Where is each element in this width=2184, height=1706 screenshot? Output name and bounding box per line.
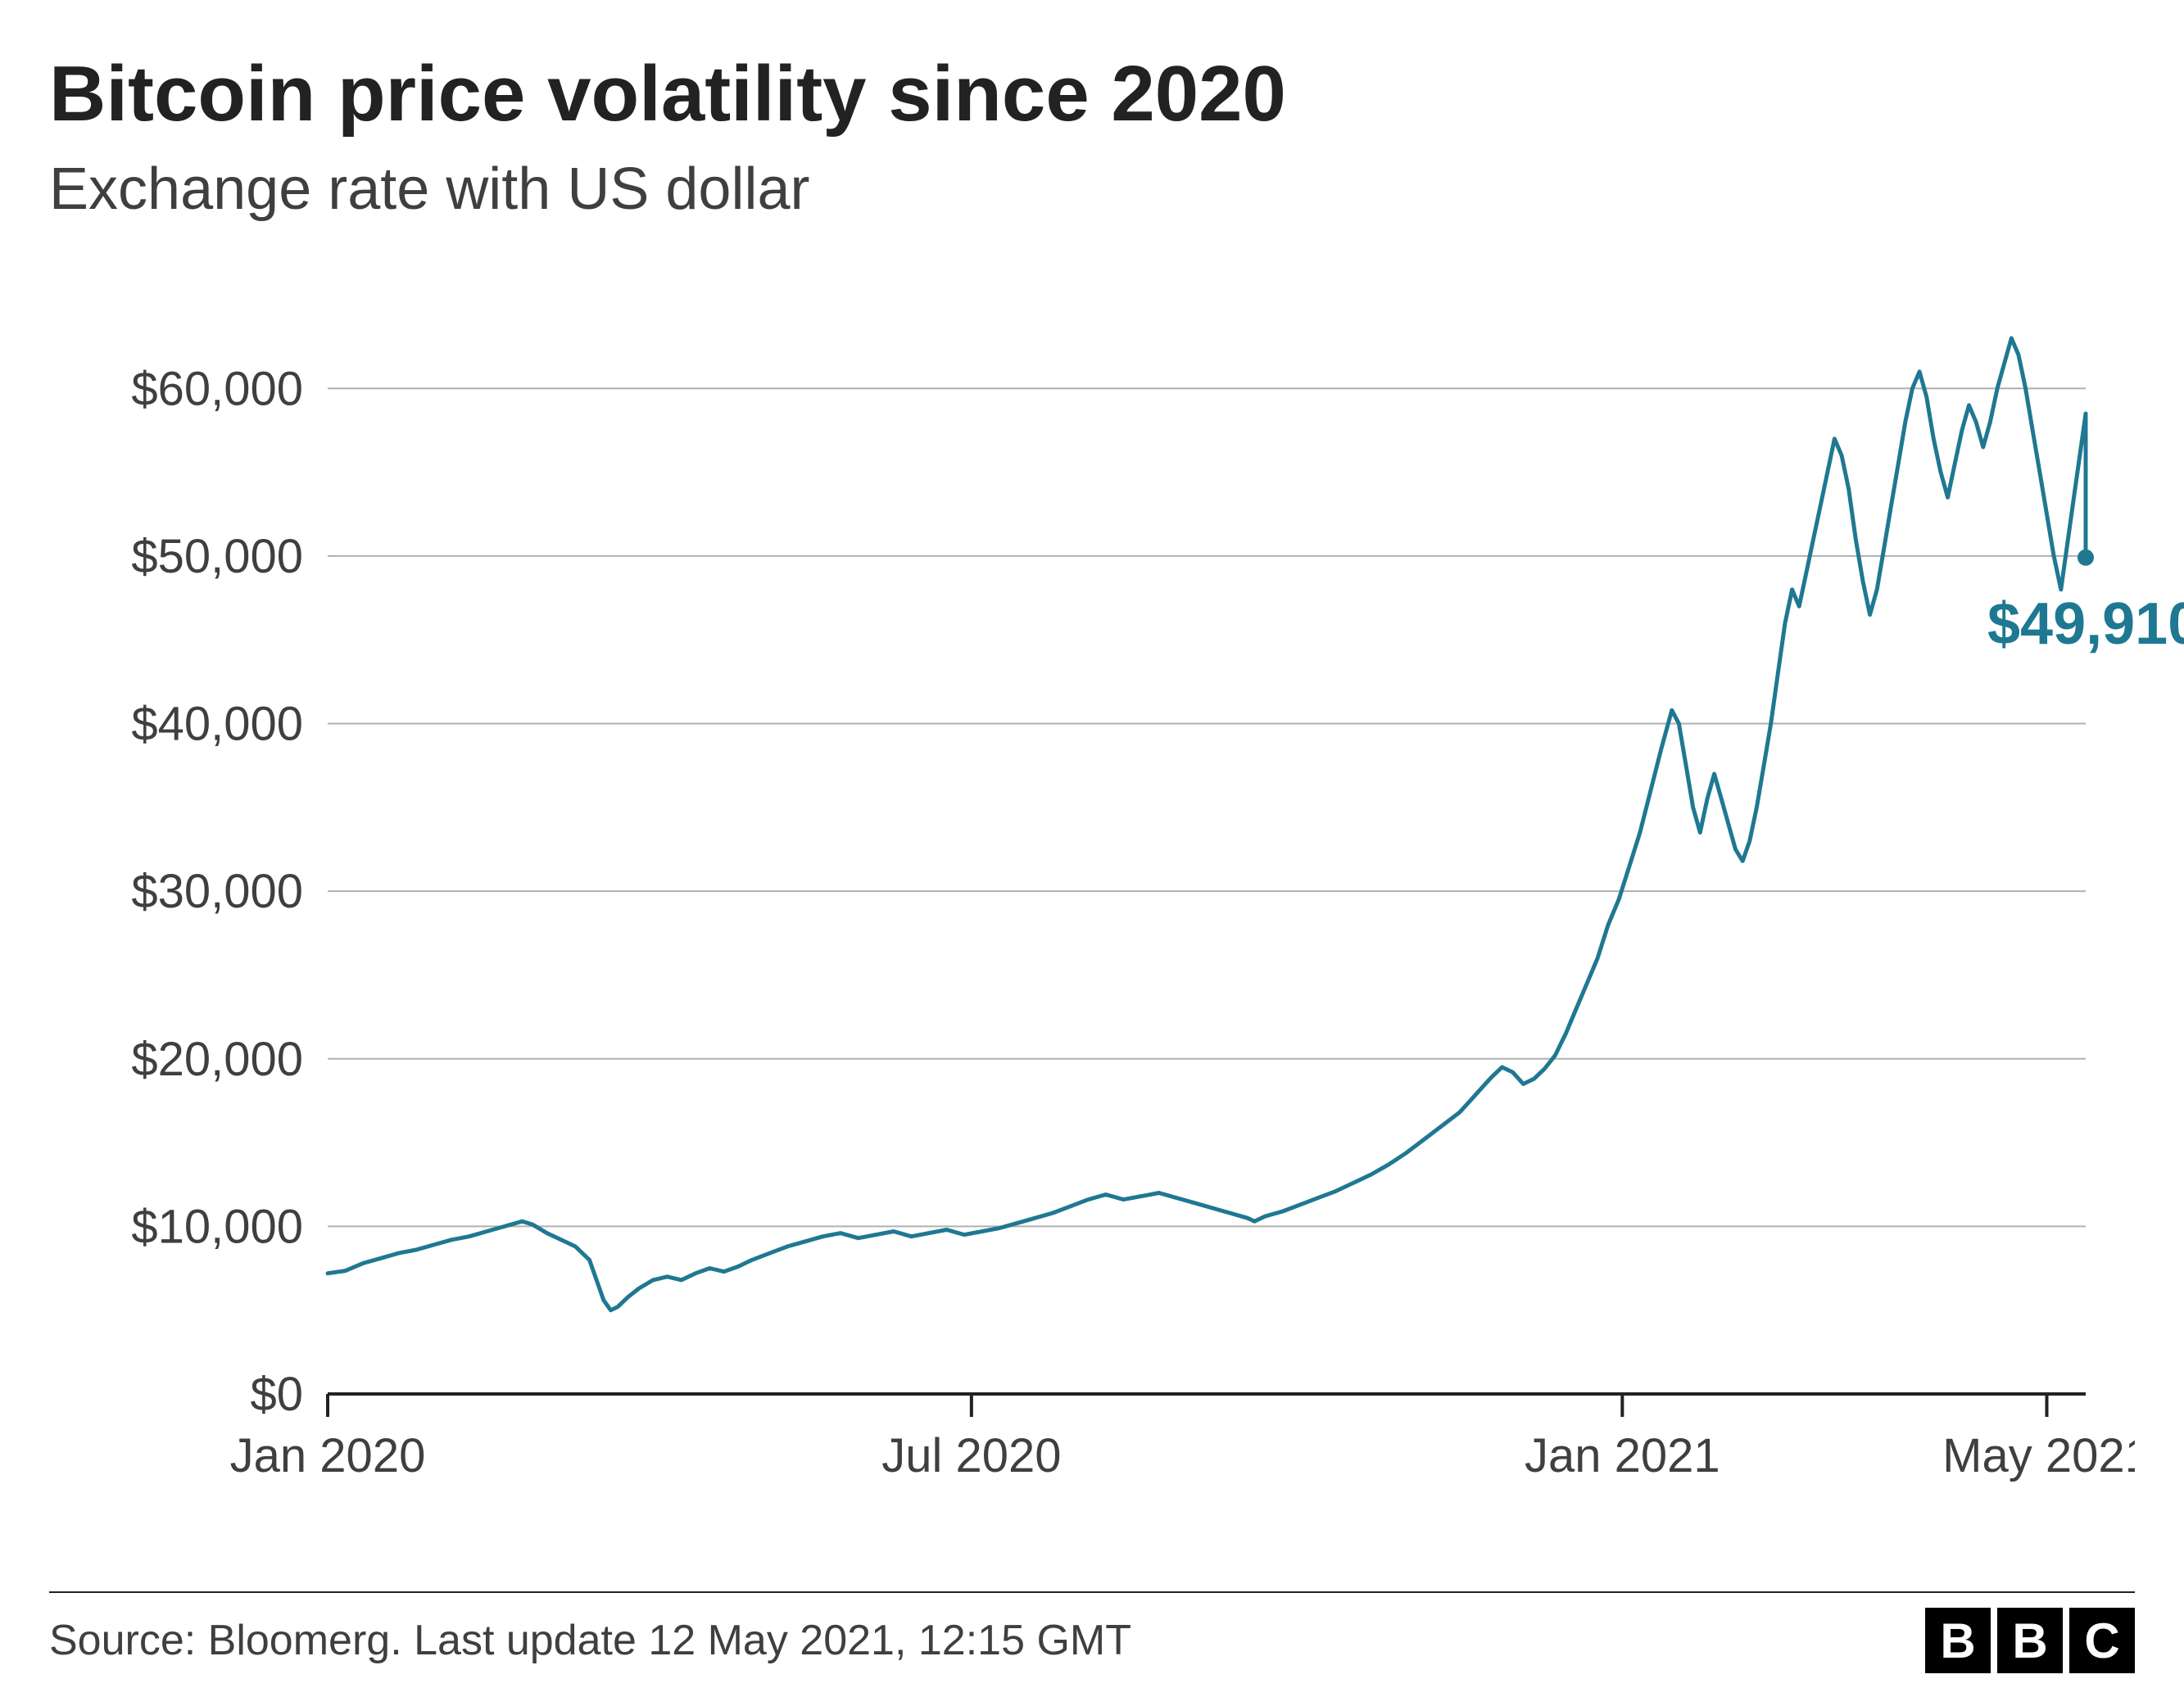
x-tick-label: Jan 2020 xyxy=(230,1429,426,1482)
source-text: Source: Bloomerg. Last update 12 May 202… xyxy=(49,1616,1131,1665)
line-chart-svg: $0 $10,000 $20,000 $30,000 $40,000 $50,000 $60… xyxy=(49,272,2135,1517)
end-marker-icon xyxy=(2078,550,2094,566)
x-tick-label: Jan 2021 xyxy=(1525,1429,1720,1482)
x-tick-label: May 2021 xyxy=(1942,1429,2135,1482)
y-tick-label: $30,000 xyxy=(131,865,303,918)
y-tick-label: $10,000 xyxy=(131,1200,303,1253)
price-callout: $49,910 xyxy=(1987,591,2184,658)
chart-subtitle: Exchange rate with US dollar xyxy=(49,156,2135,223)
chart-footer: Source: Bloomerg. Last update 12 May 202… xyxy=(49,1591,2135,1673)
y-tick-label: $0 xyxy=(250,1368,303,1421)
y-tick-label: $20,000 xyxy=(131,1033,303,1086)
y-tick-label: $60,000 xyxy=(131,362,303,415)
chart-container: Bitcoin price volatility since 2020 Exch… xyxy=(0,0,2184,1706)
bbc-logo-letter: C xyxy=(2069,1608,2135,1673)
price-line xyxy=(328,338,2086,1310)
bbc-logo-letter: B xyxy=(1997,1608,2063,1673)
plot-area: $0 $10,000 $20,000 $30,000 $40,000 $50,000 $60… xyxy=(49,272,2135,1521)
bbc-logo-letter: B xyxy=(1925,1608,1991,1673)
y-tick-label: $50,000 xyxy=(131,530,303,583)
bbc-logo: BBC xyxy=(1925,1608,2135,1673)
y-tick-label: $40,000 xyxy=(131,698,303,751)
x-tick-label: Jul 2020 xyxy=(881,1429,1061,1482)
chart-title: Bitcoin price volatility since 2020 xyxy=(49,49,2135,139)
